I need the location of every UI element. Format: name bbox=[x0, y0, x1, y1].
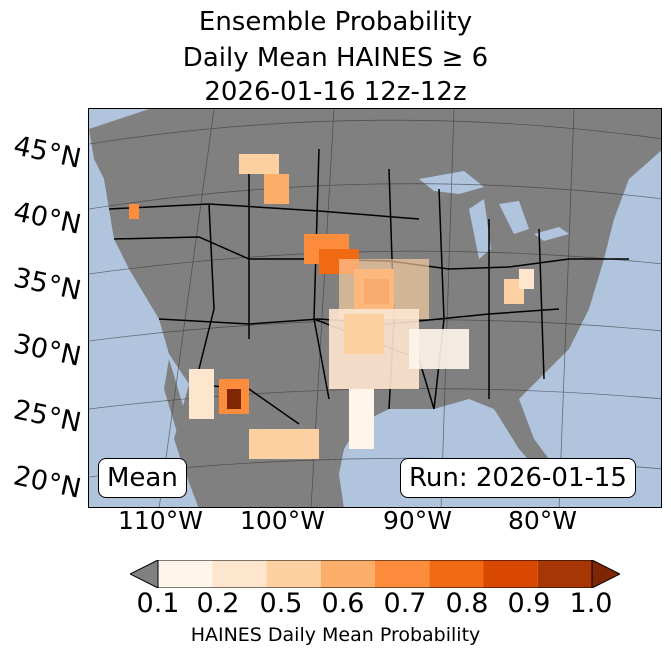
title-line-1: Ensemble Probability bbox=[198, 7, 473, 37]
colorbar-segment-3 bbox=[320, 560, 375, 588]
colorbar-segment-0 bbox=[158, 560, 213, 588]
probability-map bbox=[88, 108, 662, 508]
map-canvas bbox=[89, 109, 661, 507]
colorbar-segment-5 bbox=[429, 560, 484, 588]
lat-label-20: 20°N bbox=[10, 460, 84, 505]
colorbar-segment-7 bbox=[537, 560, 592, 588]
lat-label-25: 25°N bbox=[10, 394, 84, 439]
lon-label-110: 110°W bbox=[118, 506, 203, 535]
lat-label-35: 35°N bbox=[10, 262, 84, 307]
colorbar-segment-2 bbox=[266, 560, 321, 588]
probability-field bbox=[129, 154, 534, 459]
colorbar-tick-0: 0.1 bbox=[136, 588, 180, 619]
colorbar-over-arrow bbox=[591, 560, 620, 588]
colorbar-under-arrow bbox=[130, 560, 159, 588]
lat-label-40: 40°N bbox=[10, 196, 84, 241]
lon-label-90: 90°W bbox=[383, 506, 453, 535]
lat-label-45: 45°N bbox=[10, 130, 84, 175]
colorbar-segment-1 bbox=[212, 560, 267, 588]
great-lakes bbox=[419, 171, 569, 259]
mean-badge: Mean bbox=[98, 458, 187, 498]
colorbar-frame bbox=[157, 560, 593, 588]
colorbar-tick-6: 0.9 bbox=[507, 588, 551, 619]
title-line-3: 2026-01-16 12z-12z bbox=[204, 77, 467, 107]
colorbar-tick-3: 0.6 bbox=[321, 588, 365, 619]
colorbar-tick-5: 0.8 bbox=[445, 588, 489, 619]
colorbar-tick-2: 0.5 bbox=[259, 588, 303, 619]
colorbar-tick-1: 0.2 bbox=[196, 588, 240, 619]
colorbar-segment-4 bbox=[375, 560, 430, 588]
run-date-badge: Run: 2026-01-15 bbox=[400, 458, 636, 498]
colorbar-label: HAINES Daily Mean Probability bbox=[190, 624, 481, 646]
lon-label-80: 80°W bbox=[508, 506, 578, 535]
lon-label-100: 100°W bbox=[240, 506, 325, 535]
title-line-2: Daily Mean HAINES ≥ 6 bbox=[182, 43, 489, 73]
colorbar-tick-4: 0.7 bbox=[383, 588, 427, 619]
colorbar-tick-7: 1.0 bbox=[569, 588, 613, 619]
colorbar-segment-6 bbox=[483, 560, 538, 588]
colorbar bbox=[130, 560, 620, 588]
lat-label-30: 30°N bbox=[10, 328, 84, 373]
